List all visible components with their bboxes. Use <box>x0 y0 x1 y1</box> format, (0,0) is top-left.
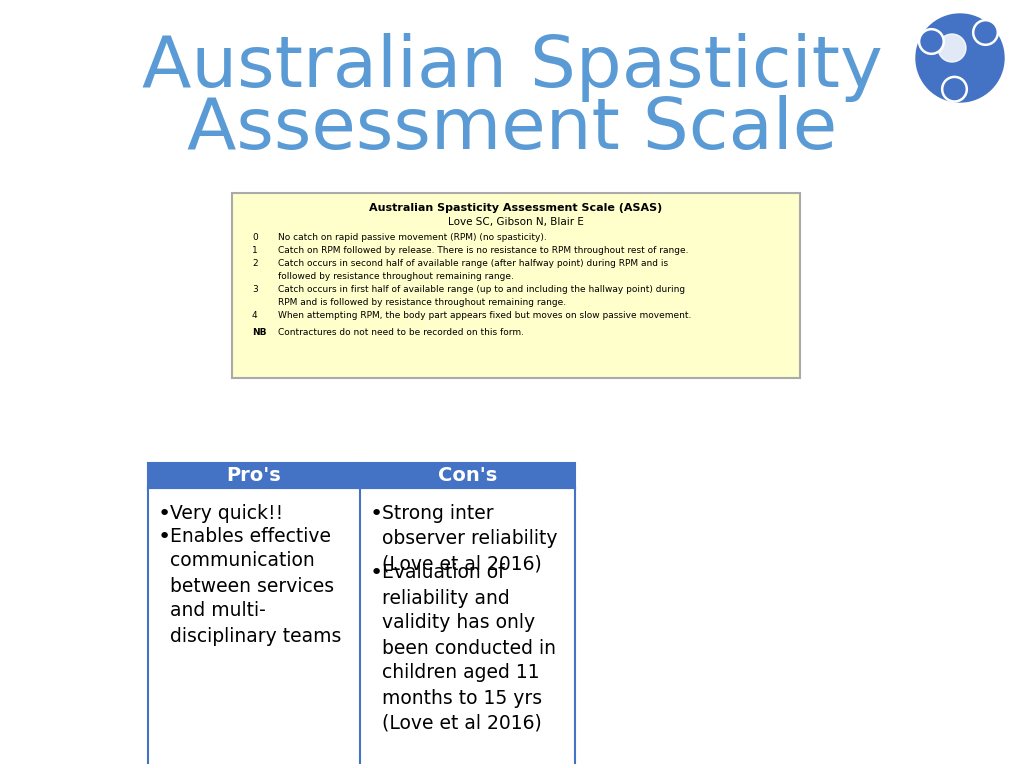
Text: Australian Spasticity: Australian Spasticity <box>141 34 883 102</box>
Text: 2: 2 <box>252 259 258 268</box>
Text: 4: 4 <box>252 311 258 320</box>
Text: Evaluation of
reliability and
validity has only
been conducted in
children aged : Evaluation of reliability and validity h… <box>382 564 556 733</box>
Text: 0: 0 <box>252 233 258 242</box>
Text: Enables effective
communication
between services
and multi-
disciplinary teams: Enables effective communication between … <box>170 527 341 645</box>
Text: Love SC, Gibson N, Blair E: Love SC, Gibson N, Blair E <box>449 217 584 227</box>
Text: No catch on rapid passive movement (RPM) (no spasticity).: No catch on rapid passive movement (RPM)… <box>278 233 547 242</box>
Text: followed by resistance throughout remaining range.: followed by resistance throughout remain… <box>278 272 514 281</box>
Text: NB: NB <box>252 328 266 337</box>
Text: •: • <box>370 564 383 584</box>
Text: Contractures do not need to be recorded on this form.: Contractures do not need to be recorded … <box>278 328 524 337</box>
Text: Very quick!!: Very quick!! <box>170 504 284 523</box>
Circle shape <box>942 77 967 101</box>
Text: 3: 3 <box>252 285 258 294</box>
Text: When attempting RPM, the body part appears fixed but moves on slow passive movem: When attempting RPM, the body part appea… <box>278 311 691 320</box>
Text: 1: 1 <box>252 246 258 255</box>
Text: Catch occurs in first half of available range (up to and including the hallway p: Catch occurs in first half of available … <box>278 285 685 294</box>
Circle shape <box>920 29 944 54</box>
Text: Catch on RPM followed by release. There is no resistance to RPM throughout rest : Catch on RPM followed by release. There … <box>278 246 688 255</box>
Circle shape <box>938 34 966 62</box>
Circle shape <box>973 20 997 45</box>
Text: Strong inter
observer reliability
(Love et al 2016): Strong inter observer reliability (Love … <box>382 504 557 573</box>
Text: Australian Spasticity Assessment Scale (ASAS): Australian Spasticity Assessment Scale (… <box>370 203 663 213</box>
Text: Assessment Scale: Assessment Scale <box>186 95 838 164</box>
Text: •: • <box>158 504 171 524</box>
FancyBboxPatch shape <box>232 193 800 378</box>
Text: Con's: Con's <box>438 466 497 485</box>
FancyBboxPatch shape <box>148 463 360 488</box>
Text: •: • <box>158 527 171 547</box>
FancyBboxPatch shape <box>360 463 575 488</box>
Text: RPM and is followed by resistance throughout remaining range.: RPM and is followed by resistance throug… <box>278 298 566 307</box>
Text: Pro's: Pro's <box>226 466 282 485</box>
Text: Catch occurs in second half of available range (after halfway point) during RPM : Catch occurs in second half of available… <box>278 259 668 268</box>
Circle shape <box>916 14 1004 102</box>
Text: •: • <box>370 504 383 524</box>
